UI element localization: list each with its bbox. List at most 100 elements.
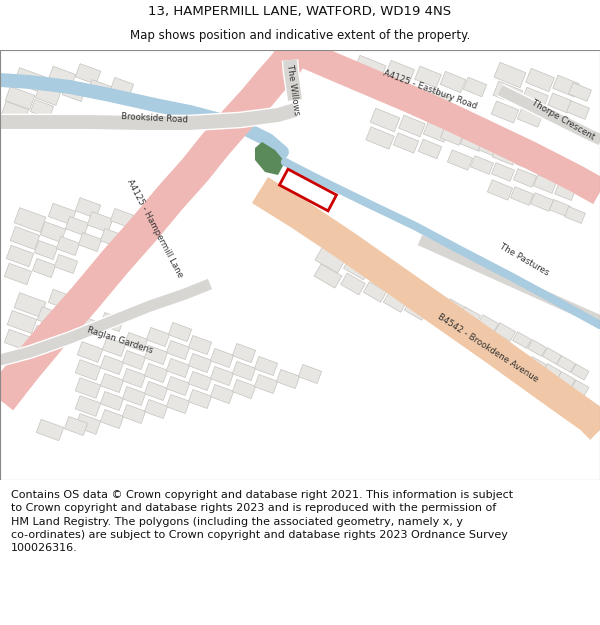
Bar (122, 386, 146, 406)
Bar (100, 391, 124, 411)
Bar (448, 150, 473, 170)
Bar (110, 209, 134, 227)
Bar (364, 282, 386, 302)
Bar (443, 317, 464, 335)
Bar (14, 292, 46, 318)
Bar (487, 180, 512, 200)
Bar (32, 259, 56, 278)
Bar (75, 414, 101, 434)
Bar (110, 78, 134, 96)
Text: Thorpe Crescent: Thorpe Crescent (530, 98, 596, 142)
Bar (254, 374, 278, 394)
Bar (79, 316, 101, 336)
Bar (188, 336, 212, 354)
Bar (478, 332, 499, 351)
Text: 13, HAMPERMILL LANE, WATFORD, WD19 4NS: 13, HAMPERMILL LANE, WATFORD, WD19 4NS (148, 4, 452, 18)
Bar (440, 127, 464, 145)
Bar (383, 292, 407, 312)
Bar (40, 222, 66, 243)
Bar (277, 369, 299, 389)
Bar (298, 364, 322, 384)
Bar (64, 416, 88, 436)
Bar (188, 354, 212, 372)
Bar (515, 152, 539, 171)
Bar (565, 206, 586, 224)
Bar (55, 321, 77, 339)
Bar (211, 384, 233, 404)
Bar (314, 264, 342, 288)
Bar (344, 256, 370, 280)
Bar (522, 88, 548, 109)
Bar (31, 99, 53, 119)
Bar (166, 394, 190, 414)
Bar (124, 332, 148, 351)
Bar (100, 374, 124, 392)
Text: Raglan Gardens: Raglan Gardens (86, 325, 154, 355)
Bar (62, 82, 86, 101)
Bar (370, 108, 400, 132)
Bar (406, 85, 431, 105)
Bar (14, 68, 46, 92)
Bar (75, 378, 101, 398)
Bar (366, 127, 394, 149)
Bar (75, 64, 101, 84)
Bar (232, 344, 256, 362)
Bar (100, 312, 124, 331)
Bar (425, 309, 446, 328)
Text: Contains OS data © Crown copyright and database right 2021. This information is : Contains OS data © Crown copyright and d… (11, 490, 513, 553)
Text: The Pastures: The Pastures (498, 242, 550, 278)
Bar (460, 325, 482, 343)
Bar (7, 246, 34, 267)
Bar (32, 326, 56, 344)
Bar (553, 75, 579, 97)
Bar (5, 86, 35, 109)
Bar (315, 247, 345, 273)
Bar (188, 389, 212, 409)
Bar (166, 359, 190, 378)
Bar (415, 66, 441, 88)
Bar (571, 380, 589, 396)
Bar (4, 329, 32, 351)
Bar (122, 369, 146, 388)
Bar (188, 371, 212, 391)
Bar (533, 175, 557, 193)
Bar (10, 226, 40, 249)
Bar (394, 133, 419, 153)
Bar (380, 79, 406, 101)
Bar (87, 212, 113, 232)
Bar (493, 81, 523, 105)
Text: The Willows: The Willows (285, 64, 301, 116)
Bar (254, 356, 278, 376)
Bar (517, 107, 542, 127)
Bar (527, 357, 547, 373)
Bar (428, 90, 452, 110)
Text: B4542 - Brookdene Avenue: B4542 - Brookdene Avenue (436, 312, 540, 384)
Bar (211, 349, 233, 368)
Bar (100, 229, 124, 248)
Bar (542, 348, 562, 364)
Bar (49, 289, 76, 311)
Bar (494, 322, 515, 341)
Bar (424, 290, 446, 310)
Bar (232, 361, 256, 381)
Bar (341, 273, 365, 295)
Text: A4125 - Eastbury Road: A4125 - Eastbury Road (382, 69, 478, 111)
Bar (350, 74, 380, 98)
Bar (399, 115, 425, 137)
Bar (494, 341, 515, 359)
Bar (122, 404, 146, 424)
Bar (35, 84, 61, 106)
Bar (211, 366, 233, 386)
Bar (49, 203, 76, 224)
Bar (122, 351, 146, 369)
Bar (491, 101, 519, 123)
Bar (232, 379, 256, 399)
Bar (75, 396, 101, 416)
Bar (445, 299, 466, 318)
Bar (37, 307, 63, 328)
Bar (386, 61, 415, 84)
Bar (548, 93, 572, 113)
Bar (554, 184, 575, 201)
Bar (418, 139, 442, 159)
Bar (146, 328, 170, 346)
